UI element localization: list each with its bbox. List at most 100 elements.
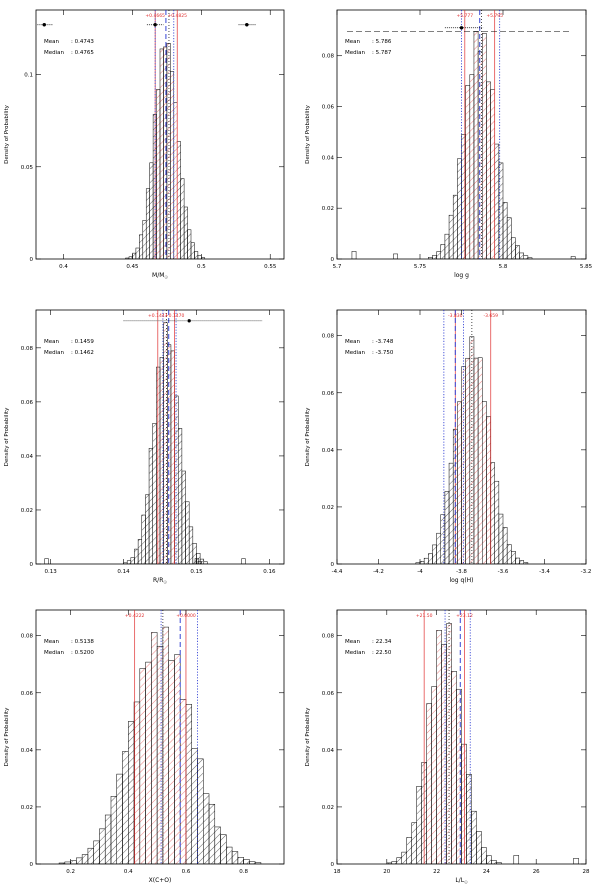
- panel-logqH: -3.830 -3.659 -4.4 -4.2 -4 -3.8 -3.6 -3.4 -3.2 0 0…: [305, 309, 591, 584]
- median-value: : -3.750: [372, 350, 394, 356]
- histogram-bar: [465, 357, 471, 564]
- histogram-bar: [444, 233, 450, 259]
- histogram-bar: [436, 532, 442, 564]
- histogram-bar: [170, 71, 175, 259]
- histogram-bar: [194, 251, 199, 259]
- histogram-bar: [104, 814, 112, 864]
- x-tick-label: -3.6: [498, 569, 509, 575]
- histogram-bar: [168, 660, 175, 864]
- mean-value: : 0.1459: [71, 339, 94, 345]
- histogram-bar: [451, 671, 457, 864]
- histogram-bar: [179, 699, 187, 864]
- histogram-bar: [473, 357, 479, 564]
- histogram-bar: [406, 837, 412, 864]
- histogram-bar: [423, 557, 429, 564]
- histogram-bar: [64, 861, 71, 864]
- x-tick-label: 0.8: [239, 869, 248, 875]
- x-tick-label: 22: [433, 869, 440, 875]
- histogram-bar: [419, 561, 425, 564]
- histogram-bar: [81, 854, 89, 864]
- histogram-bar: [197, 758, 204, 864]
- histogram-bar: [519, 252, 524, 259]
- x-tick-label: -3.4: [539, 569, 550, 575]
- histogram-outlier-bar: [351, 251, 357, 259]
- histogram-bar: [444, 491, 450, 564]
- median-value: : 0.4765: [71, 50, 94, 56]
- y-tick-label: 0.1: [24, 73, 33, 79]
- median-label: Median: [345, 50, 366, 56]
- histogram-bar: [473, 31, 479, 259]
- histogram-bar: [391, 861, 398, 864]
- credible-bound-label: +0.4665: [145, 13, 165, 19]
- panel-mass: +0.4665 +0.4825 0.4 0.45 0.5 0.55 0 0.05 0.1 M/M☉…: [4, 9, 285, 280]
- histogram-bar: [448, 214, 454, 259]
- histogram-bar: [249, 861, 256, 864]
- histogram-bar: [139, 668, 146, 864]
- y-axis-label: Density of Probability: [305, 407, 311, 467]
- x-tick-label: 0.55: [264, 264, 277, 270]
- histogram-bar: [128, 721, 135, 864]
- x-tick-label: -4.2: [373, 569, 384, 575]
- x-axis-label: log q(H): [449, 577, 473, 584]
- histogram-bar: [428, 257, 433, 259]
- histogram-bar: [141, 514, 146, 564]
- error-bar-point: [459, 26, 464, 30]
- histogram-bar: [152, 423, 157, 564]
- histogram: [58, 626, 262, 864]
- x-tick-label: 0.2: [66, 869, 75, 875]
- histogram-bar: [176, 141, 181, 259]
- histogram-bar: [401, 851, 407, 864]
- histogram-bar: [203, 793, 210, 864]
- histogram: [125, 43, 206, 259]
- histogram-bar: [440, 514, 446, 564]
- x-tick-label: -3.8: [456, 569, 467, 575]
- mean-label: Mean: [345, 39, 360, 45]
- x-tick-label: 5.85: [580, 264, 593, 270]
- x-tick-label: 20: [383, 869, 390, 875]
- histogram-bar: [181, 470, 186, 564]
- histogram-bar: [486, 855, 492, 864]
- x-axis-label: R/R☉: [153, 577, 167, 585]
- panel-radius: +0.1447+0.1470 0.13 0.14 0.15 0.16 0 0.02 0.04 0…: [4, 309, 285, 585]
- error-bar-point: [42, 23, 46, 27]
- histogram-bar: [511, 237, 516, 259]
- histogram-bar: [428, 553, 433, 564]
- median-value: : 0.5200: [71, 650, 94, 656]
- credible-bound-label: +5.777: [456, 13, 473, 19]
- histogram-bar: [132, 252, 137, 259]
- histogram-bar: [231, 851, 239, 864]
- x-tick-label: 28: [583, 869, 590, 875]
- y-axis-label: Density of Probability: [305, 707, 311, 767]
- histogram-bar: [523, 255, 529, 259]
- histogram-bar: [156, 366, 161, 564]
- histogram-outlier-bar: [393, 253, 398, 259]
- y-tick-label: 0: [30, 562, 34, 568]
- y-tick-label: 0: [331, 862, 335, 868]
- histogram-bar: [187, 229, 192, 259]
- credible-bound-label: +5.795: [486, 13, 503, 19]
- y-tick-label: 0.06: [322, 391, 335, 397]
- histogram-outlier-bar: [241, 558, 246, 564]
- histogram-bar: [494, 143, 500, 259]
- x-tick-label: 24: [483, 869, 490, 875]
- histogram-bar: [76, 857, 83, 864]
- histogram-bar: [214, 826, 221, 864]
- histogram-bar: [99, 828, 106, 864]
- histogram-bar: [396, 857, 402, 864]
- histogram-bar: [180, 178, 185, 259]
- histogram-bar: [411, 822, 417, 864]
- histogram-bar: [448, 462, 454, 564]
- histogram-outlier-bar: [513, 855, 520, 864]
- credible-bound-label: +0.6000: [176, 613, 196, 619]
- error-bar-point: [187, 319, 191, 323]
- histogram-bar: [457, 158, 462, 259]
- x-axis-label: log g: [454, 272, 469, 279]
- histogram-bar: [243, 859, 250, 864]
- histogram-bar: [116, 773, 123, 864]
- histogram-bar: [185, 704, 192, 864]
- histogram-bar: [486, 416, 491, 564]
- histogram-bar: [515, 245, 520, 259]
- y-tick-label: 0.04: [21, 748, 34, 754]
- histogram-bar: [226, 846, 233, 864]
